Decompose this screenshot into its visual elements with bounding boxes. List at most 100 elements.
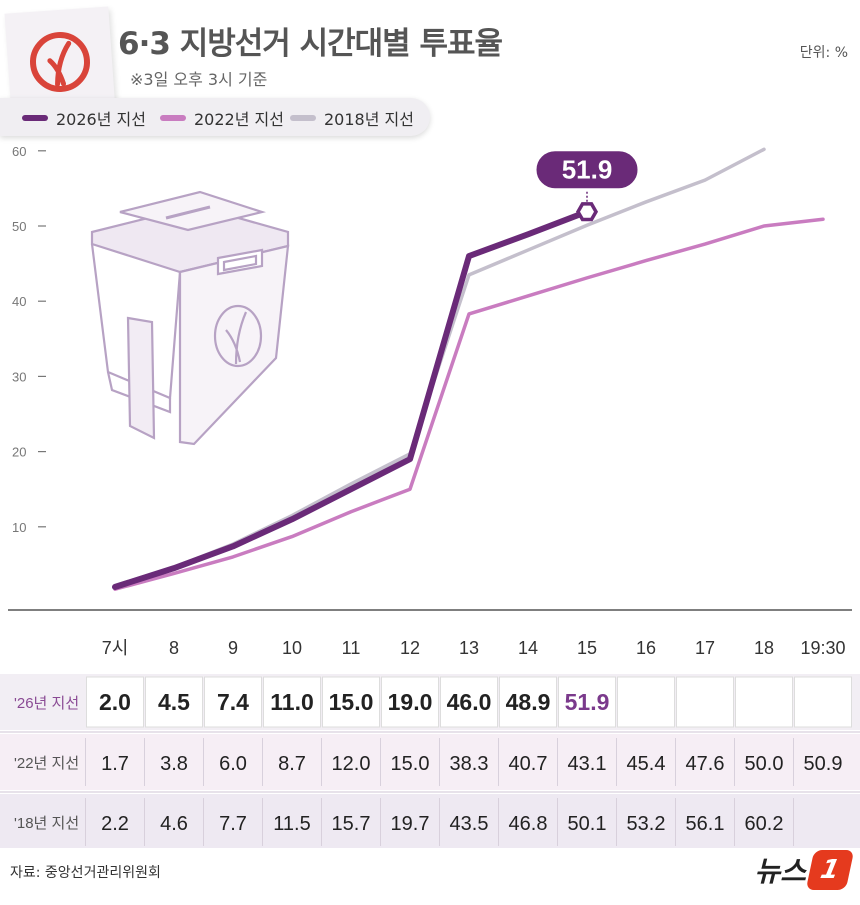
table-cell-value: 8.7: [278, 753, 306, 775]
table-cell-value: 4.6: [160, 813, 188, 835]
x-tick-label: 16: [636, 638, 656, 658]
table-cell-value: 11.5: [273, 813, 310, 835]
x-tick-label: 13: [459, 638, 479, 658]
x-tick-label: 9: [228, 638, 238, 658]
callout-label: 51.9: [562, 155, 613, 185]
table-cell-value: 2.2: [101, 813, 129, 835]
ballot-box-illustration: [90, 190, 290, 446]
chart-title: 6·3 지방선거 시간대별 투표율: [118, 26, 503, 62]
table-cell-value: 15.0: [391, 753, 430, 775]
table-row-bg: [0, 734, 860, 790]
ballot-stamp-logo: [4, 6, 116, 118]
table-cell-value: 53.2: [627, 813, 666, 835]
vote-stamp-icon: [30, 32, 90, 92]
x-tick-label: 10: [282, 638, 302, 658]
row-label: '22년 지선: [14, 755, 79, 772]
legend-item-2022: 2022년 지선: [160, 106, 284, 130]
table-cell: [617, 676, 675, 728]
table-cell: [735, 676, 793, 728]
y-tick-label: 30: [12, 369, 26, 384]
table-cell-value: 2.0: [99, 689, 131, 715]
y-tick-label: 20: [12, 445, 26, 460]
table-cell-value: 56.1: [686, 813, 725, 835]
table-cell-value: 45.4: [627, 753, 666, 775]
table-cell-value: 1.7: [101, 753, 129, 775]
last-point-marker: [575, 202, 599, 222]
brand-logo: 뉴스 1: [754, 848, 855, 892]
y-tick-label: 40: [12, 294, 26, 309]
data-table: 7시 8 9 10 11 12 13 14 15 16 17 18 19:30 '26년 지선 2.0 4.5…: [0, 612, 860, 853]
table-cell-value: 7.4: [217, 689, 249, 715]
legend-label-2022: 2022년 지선: [194, 110, 284, 129]
table-cell: [499, 676, 557, 728]
table-cell: [86, 676, 144, 728]
legend-item-2018: 2018년 지선: [290, 106, 414, 130]
table-cell-value: 12.0: [332, 753, 371, 775]
y-axis: 10 20 30 40 50 60: [12, 144, 46, 535]
table-cell: [381, 676, 439, 728]
table-cell-value: 40.7: [509, 753, 548, 775]
table-cell: [145, 676, 203, 728]
legend-label-2026: 2026년 지선: [56, 110, 146, 129]
source-note: 자료: 중앙선거관리위원회: [10, 865, 161, 881]
table-cell: [794, 676, 852, 728]
table-cell-value: 60.2: [745, 813, 784, 835]
x-tick-label: 19:30: [800, 638, 845, 658]
table-cell: [440, 676, 498, 728]
table-cell: [263, 676, 321, 728]
table-cell-value: 50.9: [804, 753, 843, 775]
table-cell-value: 15.7: [332, 813, 371, 835]
chart-subtitle: ※3일 오후 3시 기준: [130, 70, 268, 89]
table-cell-value: 50.0: [745, 753, 784, 775]
table-cell-value: 19.7: [391, 813, 430, 835]
table-cell-value: 3.8: [160, 753, 188, 775]
unit-label: 단위: %: [799, 45, 848, 61]
table-cell-value: 43.5: [450, 813, 489, 835]
x-tick-label: 12: [400, 638, 420, 658]
table-cell-value: 19.0: [388, 689, 433, 715]
y-tick-label: 50: [12, 219, 26, 234]
callout-bubble: [533, 148, 641, 192]
x-tick-label: 8: [169, 638, 179, 658]
brand-text: 뉴스: [754, 855, 806, 888]
x-tick-label: 14: [518, 638, 538, 658]
series-line-0: [112, 208, 590, 590]
legend-item-2026: 2026년 지선: [22, 106, 146, 130]
x-tick-label: 7시: [102, 638, 129, 658]
line-chart: 10 20 30 40 50 60 51.9: [8, 144, 852, 611]
table-row-bg: [0, 794, 860, 850]
row-label: '18년 지선: [14, 815, 79, 832]
y-tick-label: 10: [12, 520, 26, 535]
legend-swatch-2022: [160, 115, 186, 121]
header: 6·3 지방선거 시간대별 투표율 ※3일 오후 3시 기준 단위: % 202…: [0, 0, 860, 140]
table-cell-value: 43.1: [568, 753, 607, 775]
callout: 51.9: [533, 148, 641, 202]
table-cell-value: 4.5: [158, 689, 190, 715]
row-label: '26년 지선: [14, 695, 79, 712]
table-cell-value: 47.6: [686, 753, 725, 775]
table-cell-value: 6.0: [219, 753, 247, 775]
table-cell-value: 50.1: [568, 813, 607, 835]
table-cell-value: 11.0: [270, 689, 314, 715]
x-tick-label: 18: [754, 638, 774, 658]
x-tick-label: 17: [695, 638, 715, 658]
table-cell-value: 15.0: [329, 689, 374, 715]
legend-swatch-2026: [22, 115, 48, 121]
table-cell-value: 46.8: [509, 813, 548, 835]
table-cell-value: 38.3: [450, 753, 489, 775]
series-layer: [112, 147, 825, 591]
legend: 2026년 지선 2022년 지선 2018년 지선: [0, 98, 430, 136]
table-cell: [322, 676, 380, 728]
brand-badge: 1: [805, 850, 855, 890]
series-line-1: [113, 217, 825, 591]
table-cell-value: 46.0: [447, 689, 492, 715]
table-cell: [558, 676, 616, 728]
legend-label-2018: 2018년 지선: [324, 110, 414, 129]
table-cell-value: 51.9: [565, 689, 610, 715]
data-table-grid: 7시 8 9 10 11 12 13 14 15 16 17 18 19:30 '26년 지선 2.0 4.5…: [0, 638, 860, 853]
table-cell-value: 48.9: [506, 689, 551, 715]
table-cell: [676, 676, 734, 728]
x-tick-label: 15: [577, 638, 597, 658]
legend-swatch-2018: [290, 115, 316, 121]
x-tick-label: 11: [342, 638, 361, 658]
